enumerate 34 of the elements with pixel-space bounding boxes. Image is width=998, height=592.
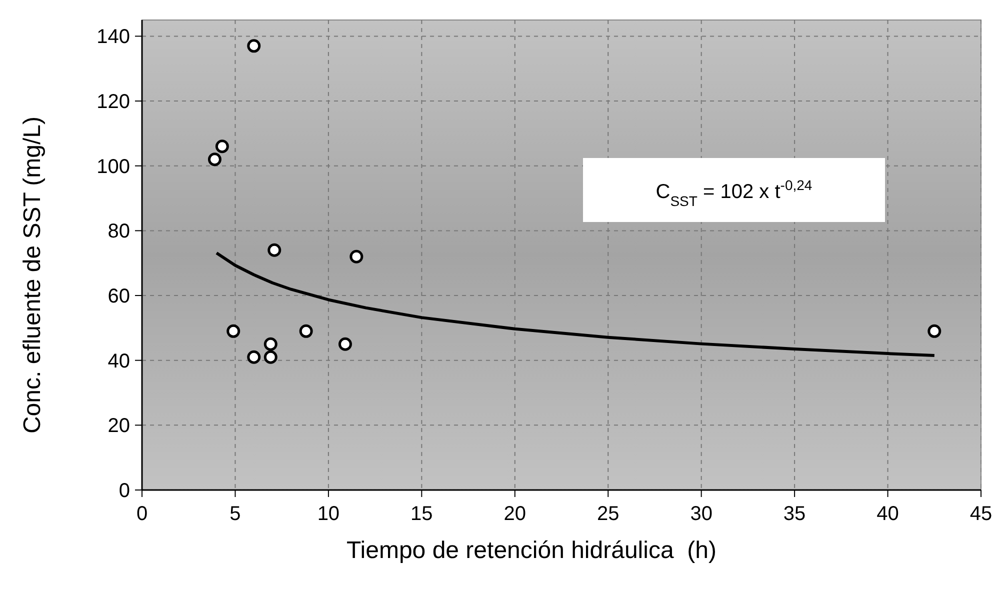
point (226, 324, 240, 338)
y-tick-label: 40 (108, 350, 130, 372)
y-tick-label: 60 (108, 286, 130, 308)
x-tick-label: 10 (317, 503, 340, 525)
line-series (215, 252, 936, 357)
y-tick-label: 140 (96, 26, 130, 48)
point (247, 39, 261, 53)
y-tick-label: 20 (108, 415, 130, 438)
x-tick-label: 35 (783, 503, 806, 525)
x-tick-label: 15 (410, 503, 433, 525)
point (264, 337, 278, 351)
point (338, 337, 352, 351)
point (928, 324, 942, 338)
x-tick-label: 20 (504, 503, 526, 525)
point (268, 243, 282, 257)
x-tick-label: 30 (690, 503, 712, 525)
y-tick-label: 80 (108, 220, 130, 243)
y-tick-label: 120 (96, 91, 130, 114)
x-tick-label: 5 (230, 503, 241, 525)
x-tick-label: 25 (596, 503, 620, 525)
x-tick-label: 45 (970, 503, 992, 525)
point (247, 350, 261, 364)
point (208, 152, 222, 166)
point (299, 324, 313, 338)
y-tick-label: 100 (96, 156, 130, 178)
x-tick-label: 0 (136, 503, 148, 525)
y-tick-label: 0 (118, 480, 130, 502)
x-tick-label: 40 (876, 503, 899, 525)
point (350, 250, 364, 264)
y-axis-title: Conc. efluente de SST (mg/L) (19, 116, 46, 434)
point (264, 350, 278, 364)
annotation: C$_{SST}$ = 102 x t$^{-0,24}$ (656, 177, 812, 209)
point (215, 140, 229, 154)
x-axis-title: Tiempo de retención hidráulica (h) (346, 537, 716, 564)
